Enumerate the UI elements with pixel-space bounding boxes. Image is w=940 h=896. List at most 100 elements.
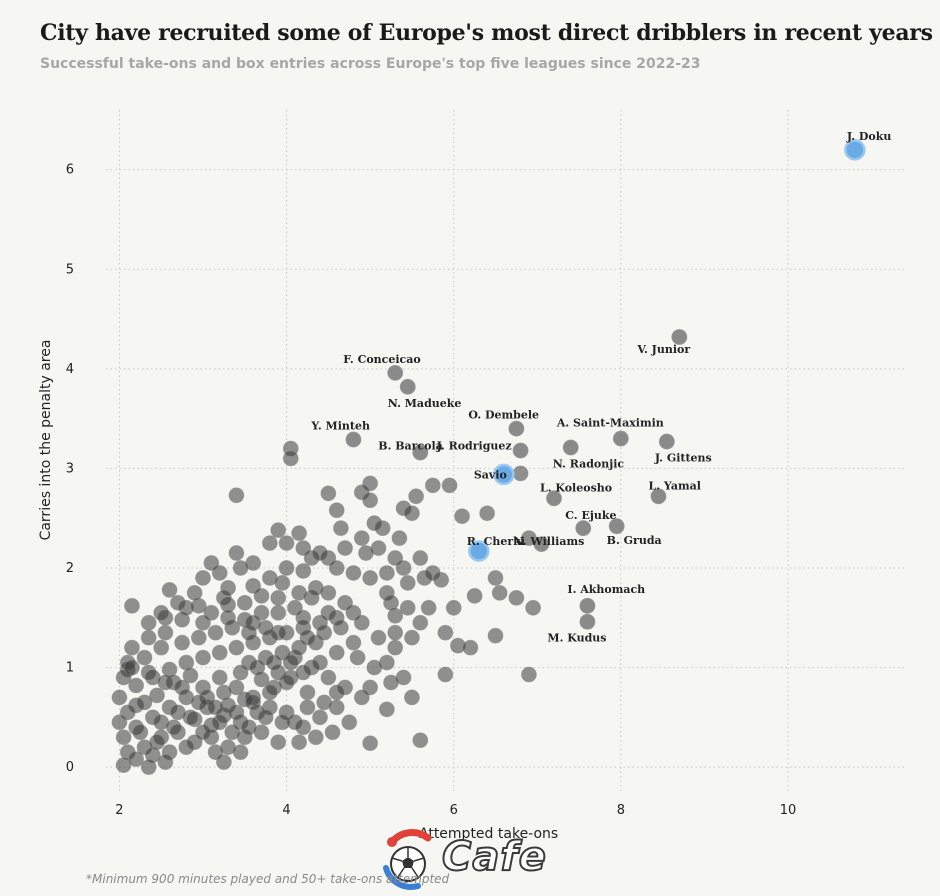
data-point [533, 536, 550, 552]
data-point [282, 654, 299, 671]
data-point [579, 597, 596, 614]
player-label: B. Gruda [607, 534, 662, 547]
data-point [404, 689, 420, 706]
data-point [190, 694, 207, 711]
player-label: Y. Minteh [310, 420, 370, 433]
data-point [228, 704, 245, 721]
data-point [207, 699, 224, 716]
data-point-highlighted [844, 139, 866, 161]
data-point [337, 540, 353, 556]
data-point [128, 751, 145, 768]
data-point [320, 669, 337, 686]
data-point [445, 599, 462, 616]
data-point [366, 659, 383, 676]
data-point [353, 530, 370, 547]
data-point [650, 488, 667, 505]
data-point [299, 684, 316, 701]
data-point [387, 624, 404, 641]
data-point [320, 604, 337, 621]
data-point [512, 442, 529, 459]
data-point [299, 699, 316, 716]
data-point [387, 639, 404, 656]
data-point [270, 522, 287, 539]
data-point [149, 734, 165, 751]
data-point [487, 570, 504, 586]
cafe-logo-watermark: Cafe [378, 828, 578, 892]
data-point [295, 540, 312, 556]
data-point [232, 744, 249, 761]
data-point [261, 535, 278, 551]
y-tick-label: 1 [66, 661, 74, 676]
data-point [671, 329, 688, 345]
x-axis-ticks: 2 4 6 8 10 [115, 803, 796, 818]
y-tick-label: 3 [66, 461, 74, 476]
data-point [149, 687, 165, 704]
x-tick-label: 6 [450, 803, 458, 818]
data-point [353, 614, 370, 631]
data-point [408, 488, 425, 505]
data-point [195, 724, 211, 741]
player-label: B. Barcola [378, 439, 443, 452]
data-points [111, 139, 866, 776]
data-point [182, 667, 199, 684]
data-point [341, 714, 358, 731]
data-point [291, 584, 308, 601]
data-point [140, 759, 157, 776]
data-point [241, 719, 257, 736]
y-tick-label: 2 [66, 561, 74, 576]
player-label: J. Rodriguez [436, 440, 512, 453]
data-point [215, 684, 232, 701]
data-point [412, 614, 429, 631]
data-point [337, 594, 353, 611]
x-tick-label: 4 [282, 803, 290, 818]
data-point [508, 589, 525, 606]
data-point [353, 689, 370, 706]
player-label: F. Conceicao [343, 353, 421, 366]
data-point [211, 669, 228, 686]
data-point [399, 599, 416, 616]
data-point [487, 627, 504, 644]
data-point [165, 719, 182, 736]
data-point [295, 664, 312, 681]
data-point [128, 677, 145, 694]
data-point [320, 485, 337, 502]
data-point [575, 520, 592, 537]
data-point [391, 530, 408, 547]
data-point [462, 639, 479, 656]
data-point [253, 587, 270, 604]
data-point [399, 575, 416, 591]
player-label: Savio [474, 468, 507, 481]
data-point [228, 487, 245, 504]
data-point [245, 694, 262, 711]
data-point [207, 624, 224, 641]
x-tick-label: 8 [617, 803, 625, 818]
data-point [232, 664, 249, 681]
data-point [466, 587, 483, 604]
player-label: J. Doku [846, 130, 892, 143]
data-point [291, 525, 308, 542]
data-point [203, 555, 220, 571]
data-point [412, 444, 429, 461]
data-point [291, 734, 308, 751]
data-point [232, 560, 249, 576]
data-point [140, 664, 157, 681]
data-point [282, 450, 299, 467]
data-point [441, 477, 458, 494]
data-point [345, 634, 362, 651]
data-point [437, 624, 454, 641]
data-point [378, 565, 395, 581]
data-point [345, 565, 362, 581]
x-tick-label: 2 [115, 803, 123, 818]
data-point-highlighted [493, 463, 515, 486]
data-point [299, 629, 316, 646]
data-point [370, 629, 387, 646]
player-label: V. Junior [636, 343, 690, 356]
player-label: O. Dembele [468, 409, 539, 422]
player-label: N. Madueke [388, 397, 462, 410]
data-point-highlighted [468, 540, 490, 562]
data-point [115, 729, 132, 746]
player-label: N. Radonjic [553, 458, 625, 471]
data-point [211, 644, 228, 661]
data-point [270, 589, 287, 606]
